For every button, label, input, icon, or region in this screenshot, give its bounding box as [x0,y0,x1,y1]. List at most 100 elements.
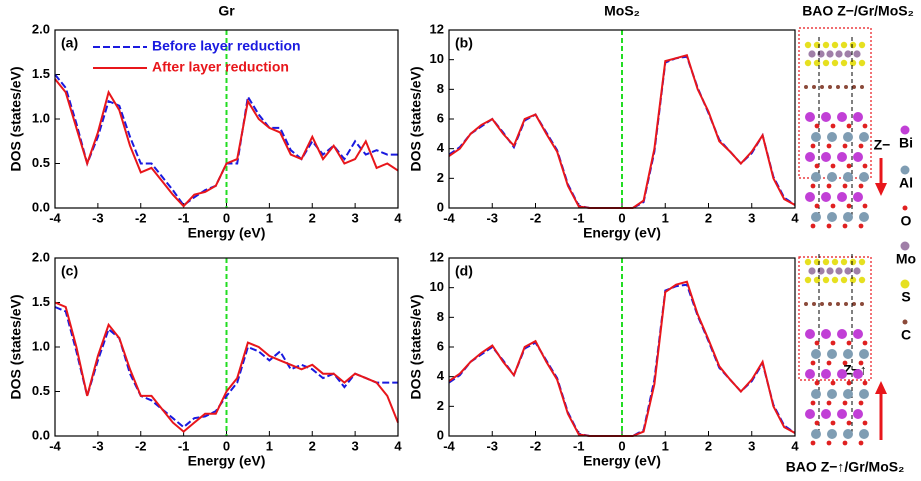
plot-frame [54,29,399,209]
atom [853,267,861,275]
atom [812,302,816,306]
x-tick-label: 2 [705,210,712,225]
atom [858,400,864,406]
x-tick-label: 3 [352,438,359,453]
atom-key [902,205,908,211]
x-tick-label: 4 [791,210,799,225]
atom [858,59,866,67]
atom-label: S [901,289,910,305]
y-tick-label: 0.5 [32,155,50,170]
atom-key [900,241,910,251]
y-tick-label: 0.0 [32,427,50,442]
atom [808,50,816,58]
atom [826,223,832,229]
x-tick-label: 2 [705,438,712,453]
atom [859,172,869,182]
y-tick-label: 0.0 [32,199,50,214]
atom [804,302,808,306]
x-tick-label: -2 [530,210,542,225]
atom [849,59,857,67]
x-axis-label: Energy (eV) [583,453,661,469]
line-series [54,306,398,429]
atom [811,132,821,142]
x-tick-label: -1 [178,438,190,453]
atom [849,276,857,284]
atom [804,59,812,67]
atom [830,420,836,426]
atom [827,132,837,142]
y-tick-label: 2 [437,398,444,413]
atom [844,302,848,306]
atom [814,380,820,386]
atom [844,50,852,58]
atom [830,163,836,169]
atom-label: Al [899,175,913,191]
atom [810,223,816,229]
atom [827,389,837,399]
panel-label: (b) [455,35,473,51]
x-tick-label: -4 [49,210,61,225]
atom [840,258,848,266]
atom [805,409,815,419]
atom [804,41,812,49]
atom [853,369,863,379]
atom-label: Mo [896,251,916,267]
atom [805,152,815,162]
atom [811,172,821,182]
atom [837,192,847,202]
y-tick-label: 12 [430,249,444,264]
x-tick-label: 0 [618,210,625,225]
atom [852,85,856,89]
atom [821,112,831,122]
x-tick-label: 2 [309,438,316,453]
structure-title: BAO Z−↑/Gr/MoS₂ [786,459,905,475]
x-tick-label: 3 [352,210,359,225]
x-tick-label: 0 [618,438,625,453]
atom [843,389,853,399]
y-tick-label: 4 [437,368,445,383]
atom [812,85,816,89]
x-tick-label: -1 [573,210,585,225]
atom [840,276,848,284]
x-axis-label: Energy (eV) [188,225,266,241]
atom [843,132,853,142]
y-axis-label: DOS (states/eV) [408,66,424,171]
y-tick-label: 0 [437,427,444,442]
atom [821,192,831,202]
x-axis-label: Energy (eV) [188,453,266,469]
atom [826,400,832,406]
y-tick-label: 2 [437,170,444,185]
atom [830,340,836,346]
atom [842,183,848,189]
atom [862,380,868,386]
atom [840,41,848,49]
atom [849,41,857,49]
atom-key [900,125,910,135]
panel-label: (d) [455,263,473,279]
atom [837,329,847,339]
x-tick-label: -4 [443,210,455,225]
atom [862,340,868,346]
chart-title: MoS₂ [604,3,640,19]
atom [817,50,825,58]
atom [822,258,830,266]
atom [862,203,868,209]
atom [859,212,869,222]
legend-label: After layer reduction [152,59,289,75]
x-tick-label: 1 [662,438,669,453]
atom [862,420,868,426]
atom [827,349,837,359]
atom [814,420,820,426]
atom [846,340,852,346]
x-tick-label: -3 [92,210,104,225]
x-tick-label: 2 [309,210,316,225]
x-tick-label: 3 [748,438,755,453]
atom [805,329,815,339]
x-tick-label: -4 [49,438,61,453]
y-tick-label: 8 [437,81,444,96]
highlight-box [798,256,872,381]
y-axis-label: DOS (states/eV) [8,66,24,171]
y-axis-label: DOS (states/eV) [408,294,424,399]
atom [814,123,820,129]
x-tick-label: -3 [486,210,498,225]
